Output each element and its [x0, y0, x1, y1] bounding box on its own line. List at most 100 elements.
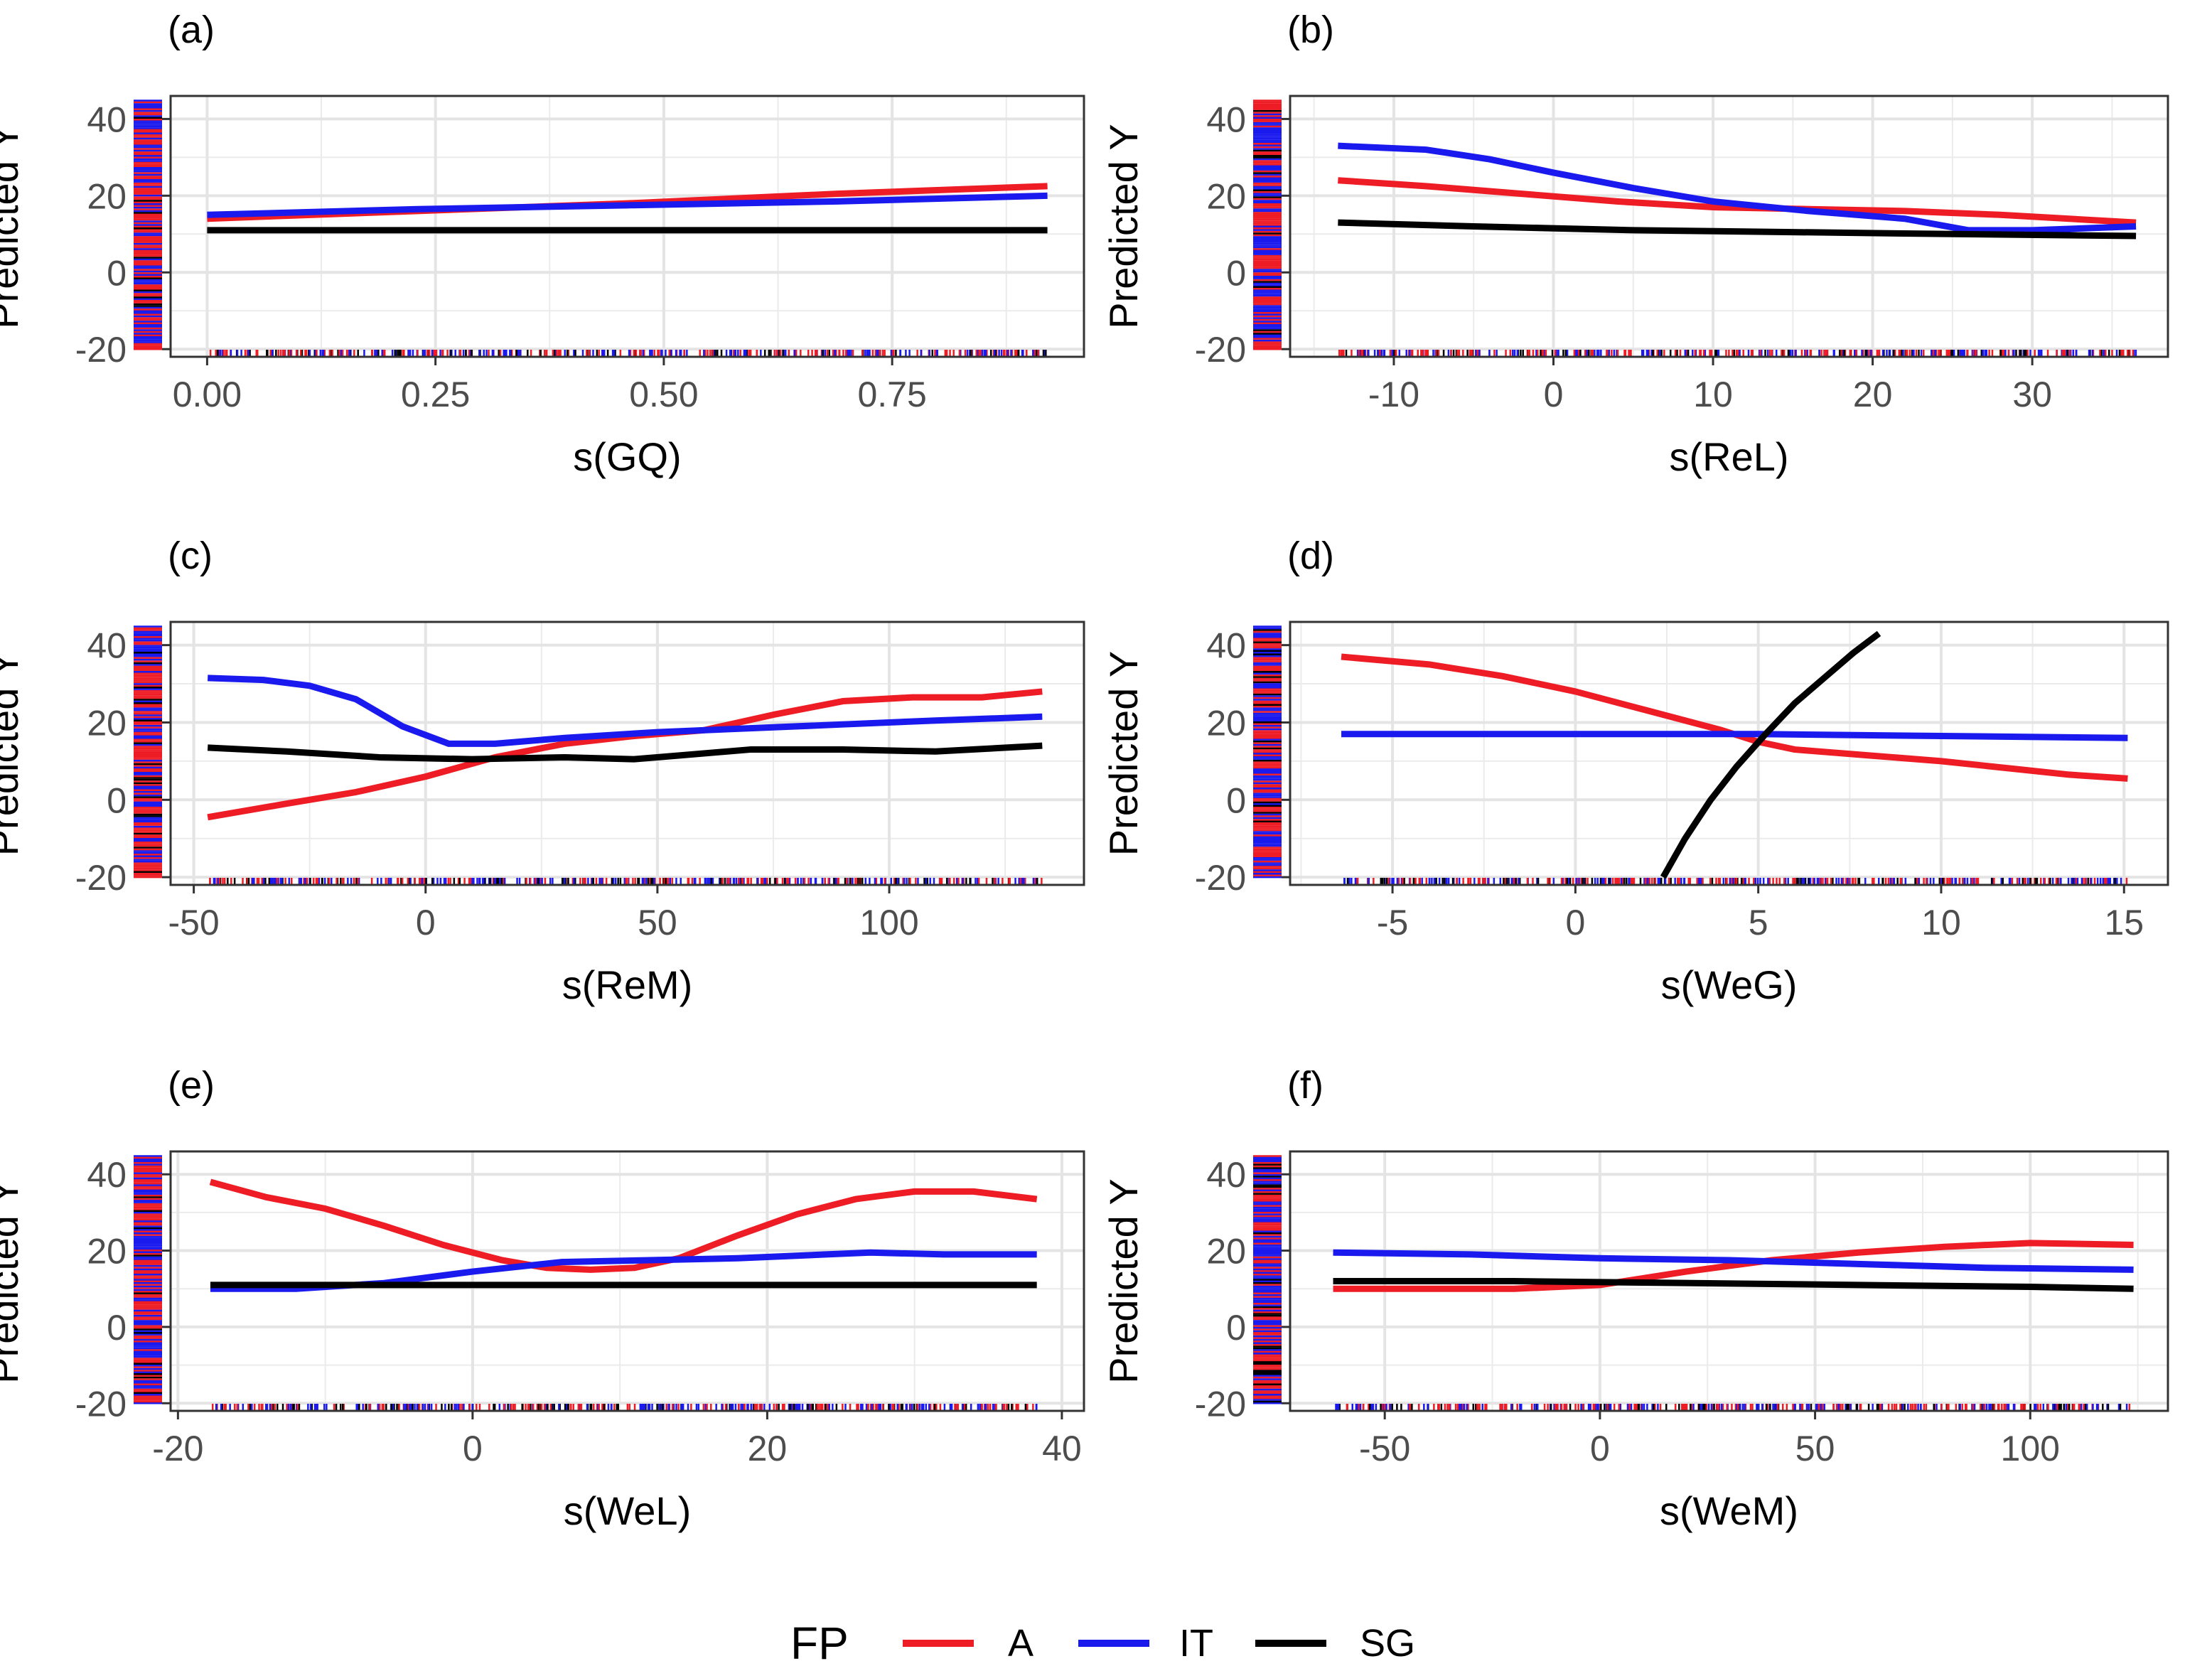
legend: FP A IT SG — [790, 1618, 1415, 1669]
series-line-SG — [1660, 630, 1881, 879]
panel-label: (b) — [1287, 9, 1334, 51]
x-tick-label: 50 — [1795, 1429, 1835, 1468]
series-line-A — [209, 1178, 1038, 1273]
panel-border — [169, 620, 1085, 886]
y-axis-title: Predicted Y — [0, 1178, 26, 1383]
rug — [209, 878, 1043, 884]
y-axis-title: Predicted Y — [1101, 651, 1146, 856]
panel-border — [1289, 1150, 2169, 1412]
x-tick-label: 20 — [1853, 375, 1893, 414]
x-tick-label: 0.25 — [401, 375, 470, 414]
panel-label: (e) — [168, 1064, 215, 1107]
panel-border — [169, 95, 1085, 358]
panel-5: -20 0 20 40 -20 0 20 40 s(WeL) Predicted Y (e) — [0, 1064, 1085, 1533]
y-tick-label: 40 — [1206, 1155, 1246, 1195]
y-tick-label: -20 — [75, 330, 127, 370]
y-tick-label: 40 — [1206, 626, 1246, 666]
plot-area — [171, 96, 1084, 357]
y-tick-label: 0 — [107, 1308, 127, 1348]
legend-label-A: A — [1008, 1622, 1033, 1665]
series-line-A — [1333, 1240, 2134, 1292]
x-tick-label: 20 — [748, 1429, 788, 1468]
y-tick-label: 40 — [87, 626, 127, 666]
y-tick-label: 20 — [87, 176, 127, 216]
y-tick-label: 20 — [1206, 176, 1246, 216]
panel-6: -50 0 50 100 -20 0 20 40 s(WeM) Predicted Y (f) — [1101, 1064, 2169, 1533]
x-tick-label: 0 — [416, 903, 436, 942]
x-axis-title: s(WeG) — [1661, 962, 1798, 1007]
x-tick-label: 100 — [2001, 1429, 2060, 1468]
panel-label: (a) — [168, 9, 215, 51]
x-tick-label: 0.75 — [857, 375, 926, 414]
x-tick-label: -50 — [168, 903, 219, 942]
series-line-A — [1338, 177, 2137, 226]
x-tick-label: 0 — [463, 1429, 483, 1468]
y-axis-title: Predicted Y — [0, 124, 26, 328]
series-line-IT — [1338, 142, 2137, 234]
y-tick-label: -20 — [75, 1384, 127, 1424]
series-lines — [207, 183, 1048, 234]
rug — [211, 1404, 1038, 1410]
series-lines — [209, 1178, 1038, 1292]
y-axis-title: Predicted Y — [0, 651, 26, 856]
panel-label: (c) — [168, 534, 213, 577]
x-tick-label: 5 — [1749, 903, 1768, 942]
y-tick-label: 20 — [1206, 1232, 1246, 1272]
series-lines — [1341, 630, 2128, 879]
x-tick-label: 50 — [638, 903, 677, 942]
series-line-IT — [1341, 731, 2128, 741]
series-line-SG — [1333, 1278, 2134, 1292]
x-axis-title: s(WeM) — [1660, 1488, 1798, 1533]
y-tick-label: 20 — [87, 1232, 127, 1272]
rug — [1338, 350, 2137, 356]
x-tick-label: -10 — [1368, 375, 1419, 414]
panel-border — [1289, 620, 2169, 886]
y-tick-label: 40 — [87, 1155, 127, 1195]
x-tick-label: 0.00 — [173, 375, 242, 414]
x-tick-label: 30 — [2012, 375, 2052, 414]
y-tick-label: 0 — [1226, 253, 1246, 293]
x-axis-title: s(GQ) — [573, 434, 681, 479]
series-line-IT — [207, 192, 1048, 218]
x-axis-title: s(ReL) — [1669, 434, 1788, 479]
rug — [1343, 878, 2128, 884]
y-tick-label: 20 — [87, 703, 127, 743]
y-axis-title: Predicted Y — [1101, 1178, 1146, 1383]
panel-4: -5 0 5 10 15 -20 0 20 40 s(WeG) Predicted Y (d) — [1101, 534, 2169, 1007]
rug — [209, 350, 1047, 356]
series-line-IT — [1333, 1249, 2134, 1273]
legend-title: FP — [790, 1618, 849, 1669]
series-line-SG — [207, 742, 1043, 763]
legend-label-IT: IT — [1179, 1622, 1213, 1665]
panel-border — [169, 1150, 1085, 1412]
panel-2: -10 0 10 20 30 -20 0 20 40 s(ReL) Predicted Y (b) — [1101, 9, 2169, 479]
series-lines — [1333, 1240, 2134, 1292]
y-tick-label: 0 — [107, 780, 127, 820]
x-tick-label: 10 — [1921, 903, 1961, 942]
y-tick-label: 0 — [1226, 780, 1246, 820]
rug — [1335, 1404, 2131, 1410]
panel-border — [1289, 95, 2169, 358]
x-axis-title: s(WeL) — [564, 1488, 691, 1533]
x-tick-label: -5 — [1377, 903, 1408, 942]
panel-label: (d) — [1287, 534, 1334, 577]
y-tick-label: 40 — [1206, 100, 1246, 139]
series-line-SG — [1338, 219, 2137, 240]
y-tick-label: 40 — [87, 100, 127, 139]
y-tick-label: -20 — [1195, 858, 1246, 898]
x-tick-label: 100 — [859, 903, 918, 942]
x-tick-label: -50 — [1359, 1429, 1410, 1468]
x-axis-title: s(ReM) — [562, 962, 693, 1007]
x-tick-label: -20 — [152, 1429, 203, 1468]
series-lines — [207, 675, 1043, 821]
x-tick-label: 0.50 — [629, 375, 698, 414]
legend-label-SG: SG — [1360, 1622, 1415, 1665]
panel-label: (f) — [1287, 1064, 1324, 1107]
x-tick-label: 0 — [1544, 375, 1564, 414]
x-tick-label: 40 — [1042, 1429, 1082, 1468]
y-axis-title: Predicted Y — [1101, 124, 1146, 328]
x-tick-label: 15 — [2104, 903, 2144, 942]
panel-3: -50 0 50 100 -20 0 20 40 s(ReM) Predicted Y (c) — [0, 534, 1085, 1007]
x-tick-label: 10 — [1693, 375, 1733, 414]
series-lines — [1338, 142, 2137, 240]
